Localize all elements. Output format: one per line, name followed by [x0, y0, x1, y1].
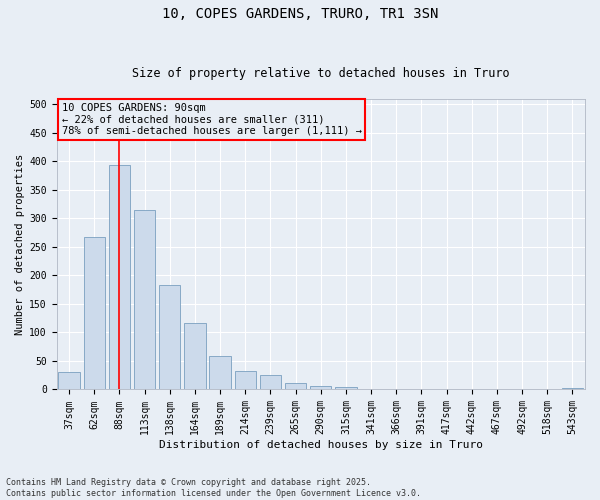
Text: Contains HM Land Registry data © Crown copyright and database right 2025.
Contai: Contains HM Land Registry data © Crown c… — [6, 478, 421, 498]
Bar — [285, 382, 306, 390]
Title: Size of property relative to detached houses in Truro: Size of property relative to detached ho… — [132, 66, 509, 80]
Bar — [235, 370, 256, 390]
Bar — [411, 389, 432, 390]
Text: 10, COPES GARDENS, TRURO, TR1 3SN: 10, COPES GARDENS, TRURO, TR1 3SN — [162, 8, 438, 22]
Bar — [361, 389, 382, 390]
Bar — [184, 323, 206, 390]
Bar — [386, 389, 407, 390]
Bar — [83, 236, 105, 390]
Y-axis label: Number of detached properties: Number of detached properties — [15, 154, 25, 334]
Bar — [58, 372, 80, 390]
Bar — [335, 387, 356, 390]
Bar — [159, 285, 181, 390]
Bar — [209, 356, 231, 390]
X-axis label: Distribution of detached houses by size in Truro: Distribution of detached houses by size … — [159, 440, 483, 450]
Bar — [109, 166, 130, 390]
Bar — [260, 375, 281, 390]
Text: 10 COPES GARDENS: 90sqm
← 22% of detached houses are smaller (311)
78% of semi-d: 10 COPES GARDENS: 90sqm ← 22% of detache… — [62, 103, 362, 136]
Bar — [562, 388, 583, 390]
Bar — [310, 386, 331, 390]
Bar — [134, 210, 155, 390]
